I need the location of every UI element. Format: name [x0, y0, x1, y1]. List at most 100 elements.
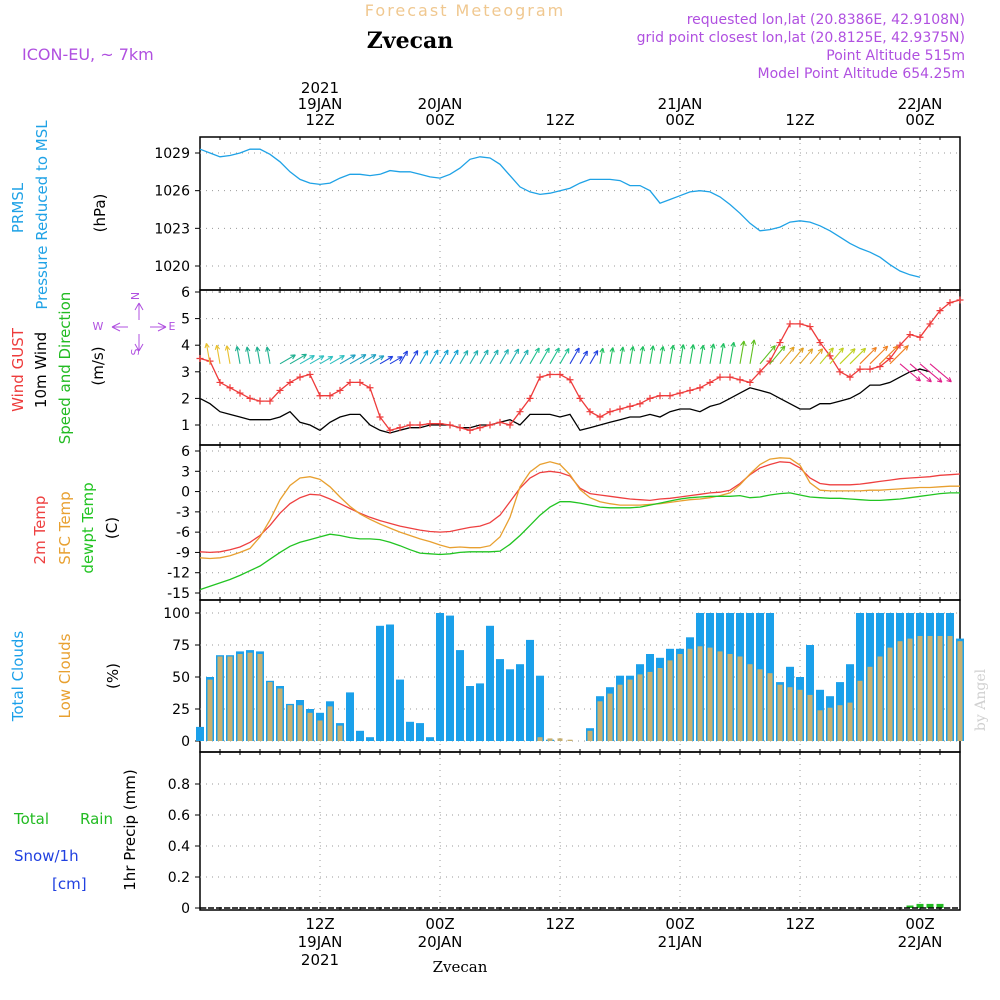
temp-sfc-label: SFC Temp	[56, 491, 74, 564]
wind-direction-arrow	[255, 346, 261, 364]
precip-rain-label: Rain	[80, 810, 113, 828]
dewpoint-label: dewpt Temp	[79, 482, 97, 573]
low-cloud-bar	[277, 688, 283, 741]
gust-marker	[826, 352, 834, 360]
wind-gust-label: Wind GUST	[9, 327, 27, 412]
rain-bar	[916, 903, 924, 908]
low-cloud-bar	[587, 730, 593, 741]
low-cloud-bar	[837, 705, 843, 741]
total-clouds-label: Total Clouds	[9, 631, 27, 723]
panel-frame-temp	[199, 444, 961, 601]
low-cloud-bar	[647, 671, 653, 741]
temp-sfc-line	[199, 457, 960, 560]
low-cloud-bar	[897, 641, 903, 741]
low-cloud-bar	[317, 720, 323, 741]
compass-north: N	[129, 292, 142, 300]
wind-direction-arrow	[245, 346, 251, 364]
total-cloud-bar	[416, 723, 424, 741]
gust-marker	[736, 376, 744, 384]
gust-marker	[646, 394, 654, 402]
gust-marker	[886, 355, 894, 362]
gust-marker	[566, 376, 574, 384]
gust-marker	[226, 384, 234, 392]
y-tick-label: 1029	[154, 146, 190, 162]
wind-direction-arrow	[214, 344, 221, 364]
gust-marker	[296, 373, 304, 381]
time-label-top: 12Z	[785, 111, 814, 129]
wind-direction-arrow	[609, 347, 615, 364]
gust-marker	[866, 365, 874, 373]
low-clouds-label: Low Clouds	[56, 633, 74, 718]
wind-direction-arrow	[689, 344, 696, 364]
temp-2m-line	[199, 461, 961, 554]
pressure-unit: (hPa)	[91, 194, 109, 233]
low-cloud-bar	[937, 636, 943, 741]
wind-direction-arrow	[224, 345, 231, 364]
wind-direction-arrow	[629, 345, 636, 364]
low-cloud-bar	[777, 684, 783, 741]
requested-coordinates: requested lon,lat (20.8386E, 42.9108N)	[687, 12, 965, 28]
low-cloud-bar	[827, 707, 833, 741]
gust-marker	[686, 386, 694, 394]
total-cloud-bar	[396, 679, 404, 741]
wind-direction-arrow	[699, 344, 706, 364]
gust-marker	[526, 394, 534, 402]
gust-marker	[676, 389, 684, 397]
wind-direction-arrow	[379, 355, 394, 365]
low-cloud-bar	[207, 679, 213, 741]
gust-marker	[706, 378, 714, 386]
gust-marker	[316, 392, 324, 400]
time-label-bottom: 12Z	[305, 915, 334, 933]
y-tick-label: 5	[181, 312, 190, 328]
gust-marker	[856, 365, 864, 373]
gust-marker	[336, 386, 344, 394]
wind-direction-arrow	[369, 355, 385, 365]
gust-marker	[246, 394, 254, 402]
gust-marker	[796, 320, 804, 328]
total-cloud-bar	[346, 692, 354, 741]
low-cloud-bar	[537, 737, 543, 741]
total-cloud-bar	[406, 721, 414, 741]
gust-marker	[326, 392, 334, 400]
gust-marker	[616, 405, 624, 413]
footer-location: Zvecan	[433, 958, 488, 976]
low-cloud-bar	[287, 705, 293, 741]
gust-marker	[516, 408, 524, 416]
wind-direction-arrow	[529, 347, 540, 365]
gust-marker	[396, 424, 404, 432]
total-cloud-bar	[536, 675, 544, 741]
wind-direction-arrow	[539, 347, 550, 365]
wind-direction-arrow	[389, 356, 403, 365]
gust-marker	[576, 394, 584, 402]
wind-direction-arrow	[749, 339, 757, 364]
wind-direction-arrow	[679, 344, 686, 364]
wind-direction-arrow	[929, 363, 952, 383]
low-cloud-bar	[817, 710, 823, 741]
time-label-top: 22JAN	[898, 95, 943, 113]
y-tick-label: 6	[181, 285, 190, 301]
total-cloud-bar	[376, 625, 384, 741]
wind-direction-arrow	[819, 347, 834, 365]
y-tick-label: -3	[176, 505, 190, 521]
total-cloud-bar	[356, 730, 364, 741]
gust-marker	[906, 331, 914, 339]
panel-frame-precip	[199, 751, 961, 911]
compass-south: S	[129, 348, 142, 355]
low-cloud-bar	[657, 668, 663, 741]
y-tick-label: -6	[176, 525, 190, 541]
y-tick-label: 1026	[154, 184, 190, 200]
time-label-bottom: 00Z	[425, 915, 454, 933]
time-label-top: 21JAN	[658, 95, 703, 113]
time-label-bottom: 2021	[301, 951, 339, 969]
watermark: by Angel	[973, 668, 989, 731]
low-cloud-bar	[787, 687, 793, 741]
y-tick-label: 3	[181, 365, 190, 381]
gust-marker	[716, 373, 724, 381]
wind-direction-arrow	[839, 348, 856, 365]
low-cloud-bar	[297, 705, 303, 741]
rain-bar	[926, 903, 934, 908]
low-cloud-bar	[557, 738, 563, 741]
wind-gust-line	[199, 299, 961, 432]
gust-marker	[586, 408, 594, 416]
time-label-top: 00Z	[905, 111, 934, 129]
